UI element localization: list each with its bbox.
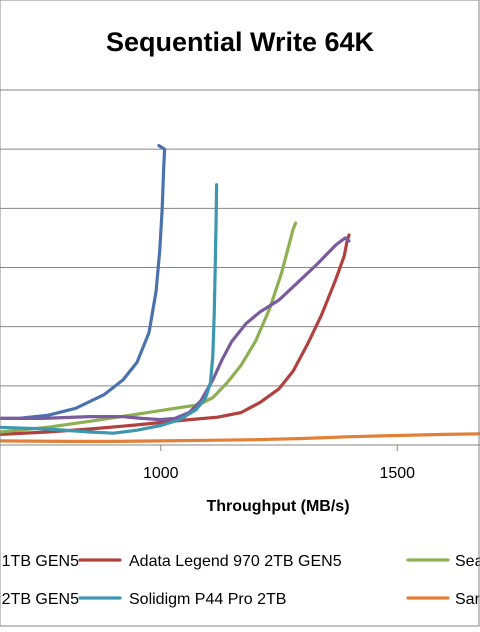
gridlines (0, 89, 480, 387)
x-tick-label-1: 1500 (379, 465, 415, 482)
series-line-5 (0, 432, 480, 443)
legend-label-3: 2TB GEN5 (2, 591, 79, 608)
x-axis: 1000 1500 (0, 444, 480, 482)
series-line-3 (0, 236, 351, 422)
x-axis-label: Throughput (MB/s) (206, 498, 349, 515)
legend-label-5: Sar (455, 591, 480, 608)
series-line-2 (0, 221, 298, 434)
legend-label-2: Sea (455, 553, 480, 570)
legend: 1TB GEN5 Adata Legend 970 2TB GEN5 Sea 2TB … (2, 553, 480, 608)
series-line-4 (0, 183, 219, 435)
legend-label-0: 1TB GEN5 (2, 553, 79, 570)
legend-label-1: Adata Legend 970 2TB GEN5 (129, 553, 342, 570)
series-line-1 (0, 233, 351, 436)
chart-title: Sequential Write 64K (106, 27, 375, 57)
legend-label-4: Solidigm P44 Pro 2TB (129, 591, 286, 608)
series-lines (0, 144, 480, 443)
series-line-0 (0, 144, 167, 420)
x-tick-label-0: 1000 (143, 465, 179, 482)
